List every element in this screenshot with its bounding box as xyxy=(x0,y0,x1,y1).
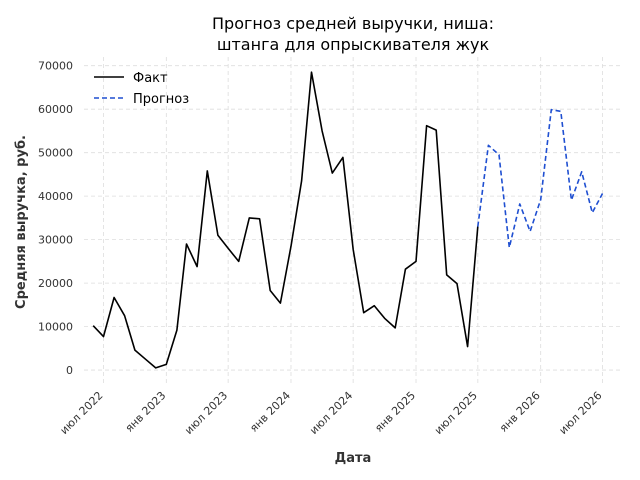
y-tick-label: 0 xyxy=(66,364,73,377)
series-line-fact xyxy=(92,71,479,369)
chart-title: Прогноз средней выручки, ниша: штанга дл… xyxy=(212,14,494,54)
y-tick-label: 10000 xyxy=(38,321,73,334)
y-axis-ticks: 0 10000 20000 30000 40000 50000 60000 70000 xyxy=(38,60,73,377)
legend: Факт Прогноз xyxy=(94,71,189,107)
chart-title-line-1: Прогноз средней выручки, ниша: xyxy=(212,14,494,33)
grid xyxy=(84,57,623,384)
y-tick-label: 40000 xyxy=(38,190,73,203)
y-tick-label: 20000 xyxy=(38,277,73,290)
y-tick-label: 50000 xyxy=(38,147,73,160)
y-tick-label: 30000 xyxy=(38,234,73,247)
y-axis-label: Средняя выручка, руб. xyxy=(14,135,29,309)
legend-label-fact: Факт xyxy=(133,71,168,86)
legend-label-forecast: Прогноз xyxy=(133,92,189,107)
chart-title-line-2: штанга для опрыскивателя жук xyxy=(217,35,490,54)
y-tick-label: 70000 xyxy=(38,60,73,73)
y-tick-label: 60000 xyxy=(38,103,73,116)
x-axis-label: Дата xyxy=(335,451,372,466)
series-line-forecast xyxy=(477,108,604,249)
series-lines xyxy=(92,71,604,369)
